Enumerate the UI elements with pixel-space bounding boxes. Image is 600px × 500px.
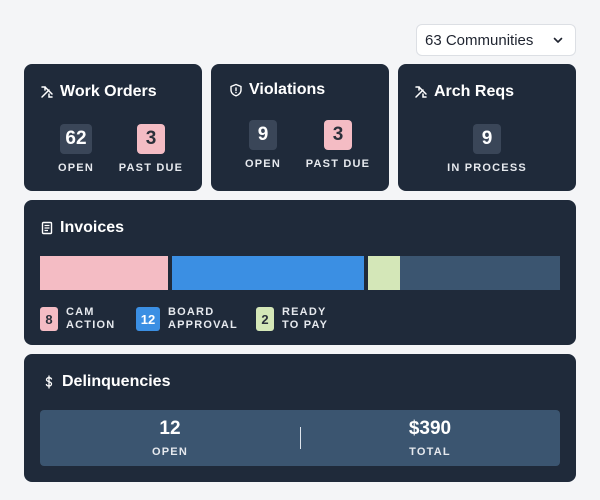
bar-segment-board-approval[interactable] [172, 256, 364, 290]
invoices-bar [40, 256, 560, 290]
violations-title-text: Violations [249, 81, 326, 98]
delinquencies-open-stat[interactable]: 12 OPEN [80, 418, 260, 458]
violations-card[interactable]: Violations 9 OPEN 3 PAST DUE [211, 64, 389, 191]
legend-cam-action-label: CAM ACTION [66, 306, 146, 332]
delinquencies-open-label: OPEN [152, 446, 188, 458]
communities-dropdown[interactable]: 63 Communities [416, 24, 576, 56]
shield-icon [230, 83, 242, 97]
arch-reqs-card[interactable]: Arch Reqs 9 IN PROCESS [398, 64, 576, 191]
dollar-icon [45, 375, 53, 389]
bar-segment-remainder [400, 256, 560, 290]
violations-past-due-label: PAST DUE [305, 158, 371, 170]
violations-open-label: OPEN [245, 158, 281, 170]
work-orders-open-value: 62 [60, 124, 92, 154]
delinquencies-total-label: TOTAL [409, 446, 451, 458]
work-orders-open-label: OPEN [58, 162, 94, 174]
legend-board-approval-label: BOARD APPROVAL [168, 306, 248, 332]
violations-past-due-value: 3 [324, 120, 352, 150]
bar-segment-ready-to-pay[interactable] [368, 256, 400, 290]
legend-board-approval-label-line2: APPROVAL [168, 319, 238, 331]
violations-open-stat[interactable]: 9 OPEN [218, 120, 308, 170]
work-orders-open-stat[interactable]: 62 OPEN [31, 124, 121, 174]
delinquencies-title-text: Delinquencies [62, 373, 171, 390]
arch-reqs-in-process-stat[interactable]: 9 IN PROCESS [442, 124, 532, 174]
work-orders-title-text: Work Orders [60, 83, 157, 100]
receipt-icon [41, 221, 53, 235]
work-orders-past-due-stat[interactable]: 3 PAST DUE [106, 124, 196, 174]
legend-cam-action-label-line2: ACTION [66, 319, 116, 331]
legend-cam-action-label-line1: CAM [66, 306, 95, 318]
work-orders-card[interactable]: Work Orders 62 OPEN 3 PAST DUE [24, 64, 202, 191]
delinquencies-title: Delinquencies [42, 373, 170, 391]
legend-ready-to-pay[interactable]: 2 READY TO PAY [256, 306, 362, 332]
tools-icon [415, 86, 427, 98]
violations-title: Violations [229, 81, 325, 99]
arch-reqs-in-process-label: IN PROCESS [447, 162, 527, 174]
work-orders-past-due-value: 3 [137, 124, 165, 154]
legend-board-approval[interactable]: 12 BOARD APPROVAL [136, 306, 248, 332]
arch-reqs-in-process-value: 9 [473, 124, 501, 154]
work-orders-title: Work Orders [40, 83, 157, 101]
work-orders-past-due-label: PAST DUE [118, 162, 184, 174]
invoices-title: Invoices [40, 219, 124, 237]
legend-cam-action[interactable]: 8 CAM ACTION [40, 306, 146, 332]
bar-segment-cam-action[interactable] [40, 256, 168, 290]
legend-board-approval-value: 12 [136, 307, 160, 331]
delinquencies-total-value: $390 [408, 418, 452, 439]
delinquencies-total-stat[interactable]: $390 TOTAL [340, 418, 520, 458]
violations-past-due-stat[interactable]: 3 PAST DUE [293, 120, 383, 170]
communities-dropdown-label: 63 Communities [425, 31, 534, 49]
tools-icon [41, 86, 53, 98]
legend-ready-to-pay-label-line2: TO PAY [282, 319, 329, 331]
chevron-down-icon [553, 37, 563, 43]
delinquencies-summary: 12 OPEN $390 TOTAL [40, 410, 560, 466]
legend-cam-action-value: 8 [40, 307, 58, 331]
delinquencies-open-value: 12 [159, 418, 181, 439]
legend-ready-to-pay-label: READY TO PAY [282, 306, 362, 332]
legend-ready-to-pay-label-line1: READY [282, 306, 327, 318]
arch-reqs-title: Arch Reqs [414, 83, 514, 101]
invoices-title-text: Invoices [60, 219, 125, 236]
legend-ready-to-pay-value: 2 [256, 307, 274, 331]
delinquencies-divider [300, 427, 301, 449]
arch-reqs-title-text: Arch Reqs [434, 83, 515, 100]
violations-open-value: 9 [249, 120, 277, 150]
legend-board-approval-label-line1: BOARD [168, 306, 215, 318]
